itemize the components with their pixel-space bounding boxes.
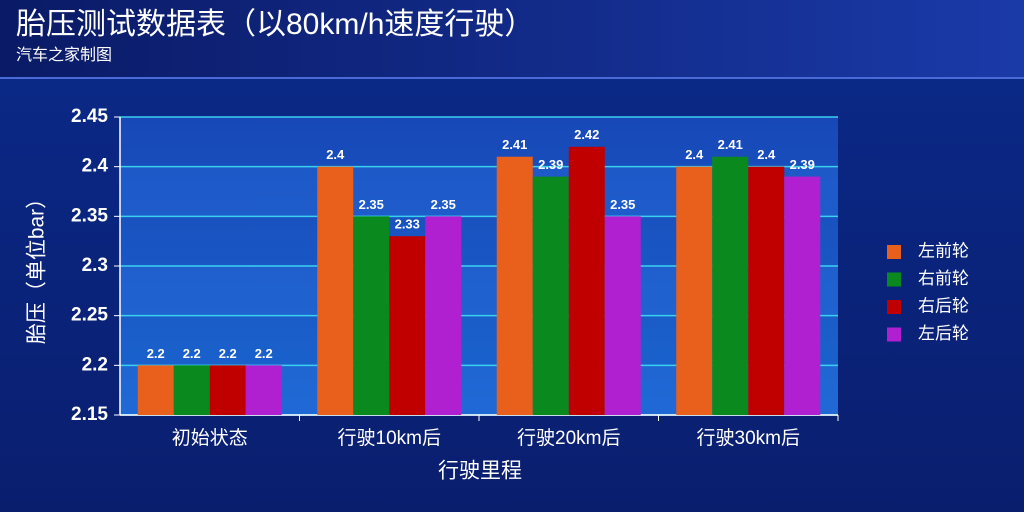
bar [245, 365, 282, 415]
bar [317, 166, 354, 415]
y-tick-label: 2.45 [71, 106, 108, 127]
header [0, 0, 1024, 78]
legend-label: 右前轮 [918, 269, 969, 288]
legend-swatch [887, 327, 901, 342]
value-label: 2.33 [395, 217, 420, 232]
x-tick-label: 行驶20km后 [517, 427, 620, 449]
y-tick-label: 2.15 [71, 404, 108, 425]
value-label: 2.2 [219, 346, 237, 361]
y-tick-label: 2.4 [82, 156, 109, 177]
y-tick-label: 2.25 [71, 305, 108, 326]
value-label: 2.2 [255, 346, 273, 361]
bar [173, 365, 210, 415]
bar [676, 166, 713, 415]
bar [496, 156, 533, 415]
value-label: 2.2 [183, 346, 201, 361]
legend-label: 左后轮 [918, 324, 969, 343]
value-label: 2.39 [538, 157, 563, 172]
value-label: 2.35 [610, 197, 635, 212]
x-axis-title: 行驶里程 [438, 460, 522, 483]
chart-title: 胎压测试数据表（以80km/h速度行驶） [16, 8, 534, 41]
value-label: 2.42 [574, 127, 599, 142]
y-axis-title: 胎压（单位bar） [26, 188, 49, 344]
bar [137, 365, 174, 415]
value-label: 2.4 [685, 147, 704, 162]
legend-label: 左前轮 [918, 241, 969, 260]
bar [425, 216, 462, 415]
bar [568, 146, 605, 416]
bar [532, 176, 569, 415]
x-tick-label: 初始状态 [172, 427, 248, 449]
bar [712, 156, 749, 415]
bar [604, 216, 641, 415]
value-label: 2.35 [431, 197, 456, 212]
legend-swatch [887, 245, 901, 259]
value-label: 2.39 [790, 157, 815, 172]
x-tick-label: 行驶30km后 [697, 427, 800, 449]
chart-subtitle: 汽车之家制图 [16, 46, 112, 64]
legend-swatch [887, 300, 901, 314]
bar [784, 176, 821, 415]
bar [389, 236, 426, 415]
x-tick-label: 行驶10km后 [338, 427, 441, 449]
value-label: 2.41 [718, 137, 743, 152]
y-tick-label: 2.35 [71, 205, 108, 226]
value-label: 2.41 [502, 137, 527, 152]
bar [209, 365, 246, 415]
y-tick-label: 2.3 [82, 255, 108, 276]
y-tick-label: 2.2 [82, 354, 108, 375]
value-label: 2.4 [757, 147, 776, 162]
bar [353, 216, 390, 415]
value-label: 2.2 [147, 346, 165, 361]
legend-label: 右后轮 [918, 296, 969, 315]
value-label: 2.4 [326, 147, 345, 162]
value-label: 2.35 [359, 197, 384, 212]
legend-swatch [887, 272, 901, 287]
bar [748, 166, 785, 415]
